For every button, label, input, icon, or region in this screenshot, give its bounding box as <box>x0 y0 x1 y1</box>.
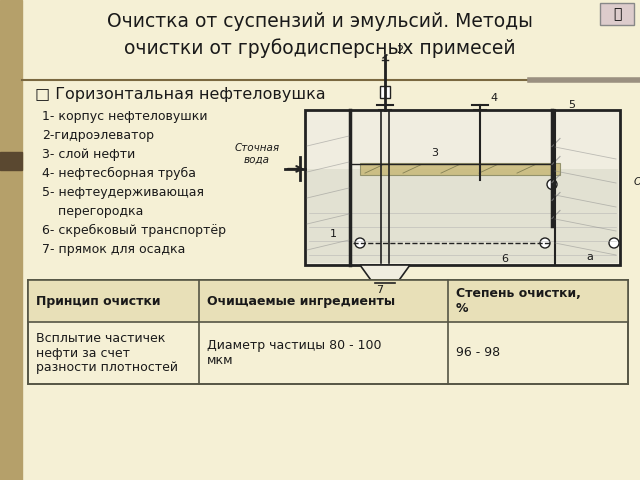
Text: 4- нефтесборная труба: 4- нефтесборная труба <box>42 167 196 180</box>
Text: 2: 2 <box>396 45 404 55</box>
Bar <box>0 0 22 480</box>
Text: Всплытие частичек
нефти за счет
разности плотностей: Всплытие частичек нефти за счет разности… <box>36 332 178 374</box>
Text: 7: 7 <box>376 285 383 295</box>
Text: Сточная
вода: Сточная вода <box>234 143 280 164</box>
Circle shape <box>609 238 619 248</box>
Text: 5: 5 <box>568 100 575 110</box>
Bar <box>0 152 22 170</box>
Text: 3: 3 <box>431 148 438 158</box>
Text: 1: 1 <box>330 229 337 239</box>
Bar <box>28 280 628 384</box>
Text: Очистка от суспензий и эмульсий. Методы
очистки от грубодисперсных примесей: Очистка от суспензий и эмульсий. Методы … <box>107 12 533 58</box>
Circle shape <box>547 180 557 190</box>
Text: а: а <box>587 252 593 262</box>
Text: Степень очистки,
%: Степень очистки, % <box>456 287 581 315</box>
Text: Очищаемые ингредиенты: Очищаемые ингредиенты <box>207 295 395 308</box>
Circle shape <box>355 238 365 248</box>
Text: 4: 4 <box>490 93 497 103</box>
Text: 6: 6 <box>502 254 509 264</box>
Bar <box>305 110 620 265</box>
Text: 96 - 98: 96 - 98 <box>456 347 500 360</box>
Text: Диаметр частицы 80 - 100
мкм: Диаметр частицы 80 - 100 мкм <box>207 339 381 367</box>
Text: 2-гидроэлеватор: 2-гидроэлеватор <box>42 129 154 142</box>
Text: 3- слой нефти: 3- слой нефти <box>42 148 135 161</box>
Text: 1- корпус нефтеловушки: 1- корпус нефтеловушки <box>42 110 207 123</box>
Text: 🏛: 🏛 <box>613 7 621 21</box>
Text: □ Горизонтальная нефтеловушка: □ Горизонтальная нефтеловушка <box>35 86 326 101</box>
Polygon shape <box>360 265 410 283</box>
Text: 5- нефтеудерживающая: 5- нефтеудерживающая <box>42 186 204 199</box>
Text: Очищенная
вода: Очищенная вода <box>634 177 640 198</box>
Bar <box>28 280 628 322</box>
Bar <box>360 163 560 175</box>
Bar <box>600 3 634 25</box>
Text: Принцип очистки: Принцип очистки <box>36 295 161 308</box>
Bar <box>307 169 618 263</box>
Text: 7- прямок для осадка: 7- прямок для осадка <box>42 243 186 256</box>
Text: перегородка: перегородка <box>42 205 143 218</box>
Text: 6- скребковый транспортёр: 6- скребковый транспортёр <box>42 224 226 237</box>
Circle shape <box>540 238 550 248</box>
Bar <box>380 86 390 98</box>
